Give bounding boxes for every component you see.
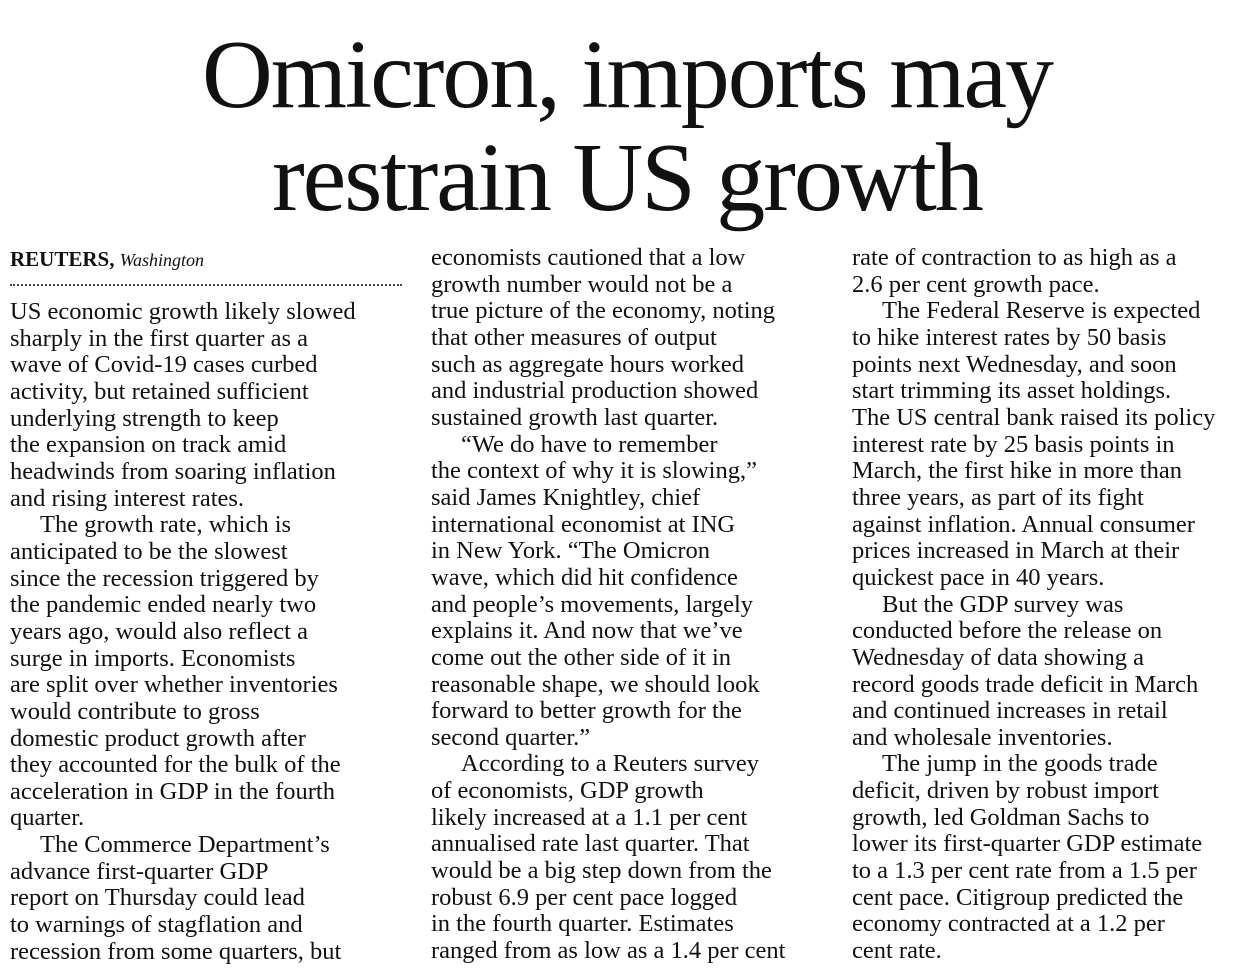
text-line: economy contracted at a 1.2 per [852,910,1165,938]
text-line: international economist at ING [431,510,736,538]
text-line: advance first-quarter GDP [10,857,269,885]
text-line: such as aggregate hours worked [431,350,744,378]
location: Washington [119,250,205,270]
text-line: quickest pace in 40 years. [852,563,1105,591]
text-line: March, the first hike in more than [852,457,1182,485]
text-line: recession from some quarters, but [10,937,342,965]
text-line: explains it. And now that we’ve [431,617,743,645]
text-line: start trimming its asset holdings. [852,377,1172,405]
text-line: underlying strength to keep [10,404,279,432]
text-line: points next Wednesday, and soon [852,350,1177,378]
text-line: But the GDP survey was [882,590,1124,618]
text-line: prices increased in March at their [852,537,1180,565]
text-line: the expansion on track amid [10,431,287,459]
text-line: would be a big step down from the [431,857,772,885]
text-line: true picture of the economy, noting [431,297,776,325]
text-line: deficit, driven by robust import [852,777,1159,805]
text-line: cent pace. Citigroup predicted the [852,883,1184,911]
text-line: and continued increases in retail [852,697,1168,725]
text-line: annualised rate last quarter. That [431,830,750,858]
text-line: headwinds from soaring inflation [10,457,336,485]
text-line: interest rate by 25 basis points in [852,430,1175,458]
text-line: Wednesday of data showing a [852,643,1144,671]
text-line: and rising interest rates. [10,484,245,512]
text-line: growth, led Goldman Sachs to [852,803,1150,831]
divider [10,284,402,286]
text-line: to a 1.3 per cent rate from a 1.5 per [852,857,1197,885]
agency: REUTERS, [10,247,115,271]
text-line: rate of contraction to as high as a [852,244,1177,271]
text-line: conducted before the release on [852,617,1163,645]
text-line: since the recession triggered by [10,564,319,592]
text-line: domestic product growth after [10,724,306,752]
text-line: acceleration in GDP in the fourth [10,777,335,805]
byline: REUTERS, Washington [10,246,204,273]
text-line: cent rate. [852,937,942,965]
text-line: forward to better growth for the [431,697,742,725]
column: US economic growth likely slowed sharply … [10,298,405,965]
text-line: and industrial production showed [431,377,759,405]
text-line: wave of Covid-19 cases curbed [10,351,318,379]
text-line: second quarter.” [431,723,591,751]
text-line: would contribute to gross [10,697,260,725]
text-line: quarter. [10,804,85,832]
text-line: anticipated to be the slowest [10,537,288,565]
text-line: record goods trade deficit in March [852,670,1199,698]
text-line: come out the other side of it in [431,643,732,671]
text-line: that other measures of output [431,323,717,351]
text-line: to warnings of stagflation and [10,911,303,939]
text-line: “We do have to remember [461,430,718,458]
text-line: The Federal Reserve is expected [882,297,1201,325]
text-line: and wholesale inventories. [852,723,1113,751]
text-line: US economic growth likely slowed [10,298,356,325]
text-line: the pandemic ended nearly two [10,591,317,619]
column: economists cautioned that a low growth nu… [431,244,826,965]
text-line: against inflation. Annual consumer [852,510,1195,538]
text-line: wave, which did hit confidence [431,563,738,591]
text-line: reasonable shape, we should look [431,670,760,698]
column: rate of contraction to as high as a 2.6 p… [852,244,1247,965]
text-line: are split over whether inventories [10,671,338,699]
text-line: lower its first-quarter GDP estimate [852,830,1203,858]
text-line: economists cautioned that a low [431,244,746,271]
text-line: The jump in the goods trade [882,750,1158,778]
text-line: According to a Reuters survey [461,750,759,778]
headline: Omicron, imports may restrain US growth [0,24,1254,230]
text-line: and people’s movements, largely [431,590,754,618]
text-line: sustained growth last quarter. [431,403,719,431]
text-line: the context of why it is slowing,” [431,457,757,485]
text-line: The US central bank raised its policy [852,403,1216,431]
text-line: surge in imports. Economists [10,644,296,672]
text-line: of economists, GDP growth [431,777,704,805]
text-line: The Commerce Department’s [40,831,330,859]
text-line: said James Knightley, chief [431,483,701,511]
text-line: they accounted for the bulk of the [10,751,341,779]
text-line: activity, but retained sufficient [10,377,309,405]
headline-line: Omicron, imports may [201,21,1054,129]
text-line: in the fourth quarter. Estimates [431,910,734,938]
text-line: The growth rate, which is [40,511,292,539]
text-line: ranged from as low as a 1.4 per cent [431,937,786,965]
text-line: robust 6.9 per cent pace logged [431,883,738,911]
text-line: sharply in the first quarter as a [10,324,308,352]
text-line: report on Thursday could lead [10,884,305,912]
headline-line: restrain US growth [272,124,984,232]
text-line: growth number would not be a [431,270,733,298]
text-line: to hike interest rates by 50 basis [852,323,1167,351]
text-line: 2.6 per cent growth pace. [852,270,1100,298]
text-line: likely increased at a 1.1 per cent [431,803,748,831]
text-line: three years, as part of its fight [852,483,1144,511]
text-line: years ago, would also reflect a [10,617,308,645]
text-line: in New York. “The Omicron [431,537,710,565]
